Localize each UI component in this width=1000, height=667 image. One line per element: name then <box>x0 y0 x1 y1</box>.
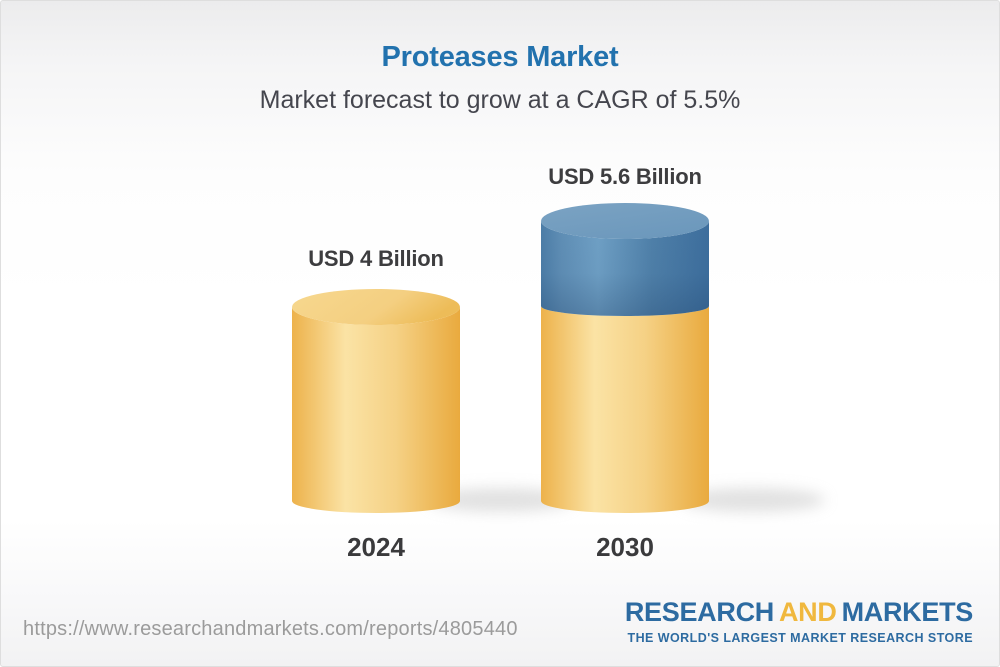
logo-wordmark: RESEARCH AND MARKETS <box>625 599 973 626</box>
logo-word-and: AND <box>778 597 837 627</box>
value-label-2024: USD 4 Billion <box>308 246 444 271</box>
bar-2030-base-segment <box>541 306 709 513</box>
chart-subtitle: Market forecast to grow at a CAGR of 5.5… <box>259 86 741 114</box>
bar-2024-cylinder <box>292 289 460 513</box>
axis-label-2024: 2024 <box>347 532 405 562</box>
bar-2024-shadow <box>429 488 573 512</box>
logo-word-markets: MARKETS <box>841 597 974 627</box>
report-url: https://www.researchandmarkets.com/repor… <box>23 618 518 640</box>
logo-tagline: THE WORLD'S LARGEST MARKET RESEARCH STOR… <box>627 631 973 645</box>
research-and-markets-logo: RESEARCH AND MARKETS THE WORLD'S LARGEST M… <box>625 599 973 645</box>
bar-2030-cylinder <box>541 203 709 513</box>
bar-2030-shadow <box>681 488 825 512</box>
value-label-2030: USD 5.6 Billion <box>548 164 702 189</box>
chart-title: Proteases Market <box>381 41 619 73</box>
logo-word-research: RESEARCH <box>624 597 774 627</box>
axis-label-2030: 2030 <box>596 532 654 562</box>
